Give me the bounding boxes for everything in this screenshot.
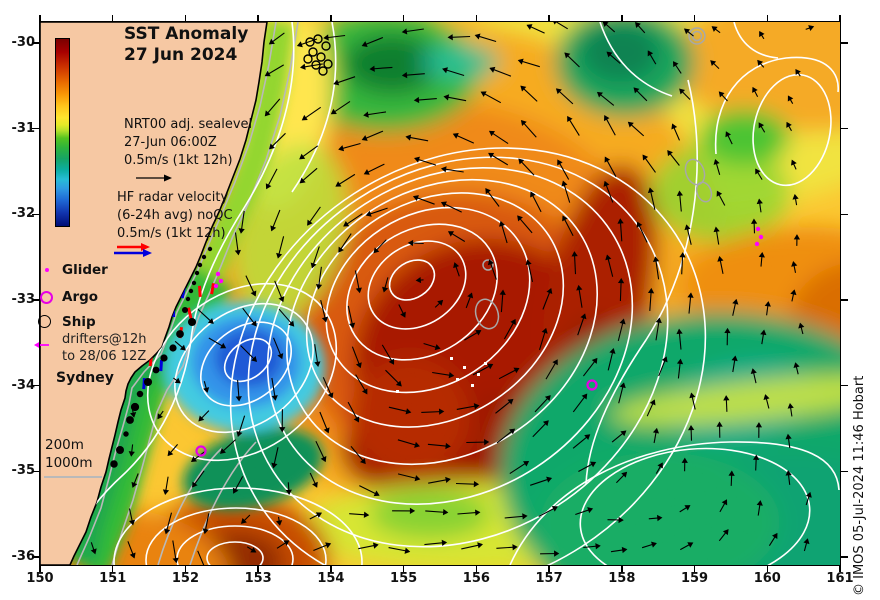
sealevel-legend-line1: NRT00 adj. sealevel — [124, 117, 253, 132]
title-line1: SST Anomaly — [124, 24, 249, 44]
x-tick-label: 156 — [462, 571, 490, 586]
ship-ring-icon — [38, 315, 51, 328]
x-tick-mark — [693, 565, 696, 572]
argo-ring-icon — [40, 291, 53, 304]
x-tick-mark — [39, 15, 41, 22]
x-tick-mark — [621, 565, 623, 572]
x-tick-mark — [402, 565, 405, 572]
map-canvas — [40, 22, 840, 565]
depth-200m-label: 200m — [45, 437, 84, 453]
y-tick-mark — [841, 470, 848, 473]
island-outlines — [474, 27, 713, 330]
x-tick-mark — [330, 565, 332, 572]
x-tick-mark — [257, 565, 259, 572]
x-tick-mark — [548, 565, 550, 572]
depth-1000m-label: 1000m — [45, 455, 93, 471]
y-tick-label: -35 — [11, 463, 36, 479]
bathymetry-contours — [76, 22, 299, 565]
page-title: SST Anomaly 27 Jun 2024 — [124, 24, 248, 66]
sealevel-legend-line2: 27-Jun 06:00Z — [124, 135, 217, 150]
x-tick-label: 154 — [317, 571, 345, 586]
y-tick-mark — [32, 384, 39, 387]
y-tick-mark — [841, 299, 848, 301]
sealevel-legend-line3: 0.5m/s (1kt 12h) — [124, 153, 233, 168]
y-tick-label: -32 — [11, 206, 36, 222]
x-tick-mark — [111, 565, 114, 572]
y-tick-mark — [841, 127, 848, 130]
x-tick-mark — [839, 15, 841, 22]
glider-label: Glider — [62, 262, 108, 278]
sydney-label: Sydney — [56, 370, 114, 386]
hfradar-legend-line1: HF radar velocity — [117, 190, 229, 205]
glider-dot-icon — [45, 268, 49, 272]
x-tick-mark — [766, 565, 769, 572]
x-tick-label: 152 — [171, 571, 200, 586]
x-tick-mark — [39, 565, 41, 572]
y-tick-mark — [841, 384, 848, 387]
x-tick-label: 155 — [390, 571, 418, 586]
colorbar — [55, 38, 70, 227]
x-tick-mark — [184, 565, 187, 572]
x-tick-label: 157 — [535, 571, 563, 586]
hfradar-legend-line3: 0.5m/s (1kt 12h) — [117, 226, 226, 241]
velocity-arrow-field — [90, 22, 815, 565]
x-tick-mark — [330, 15, 332, 22]
sealevel-contours — [79, 22, 840, 565]
hfradar-legend: HF radar velocity (6-24h avg) noQC 0.5m/… — [117, 189, 233, 243]
ship-label: Ship — [62, 314, 96, 330]
x-tick-mark — [475, 15, 478, 22]
credit-text: © IMOS 05-Jul-2024 11:46 Hobart — [852, 375, 867, 596]
y-tick-label: -36 — [11, 549, 36, 565]
y-tick-mark — [841, 556, 848, 558]
x-tick-mark — [402, 15, 405, 22]
y-tick-mark — [841, 213, 848, 216]
sealevel-legend: NRT00 adj. sealevel 27-Jun 06:00Z 0.5m/s… — [124, 116, 252, 170]
y-tick-mark — [32, 556, 39, 558]
x-tick-label: 150 — [26, 571, 54, 586]
argo-markers — [195, 379, 598, 457]
ship-markers — [303, 34, 333, 76]
x-tick-mark — [621, 15, 623, 22]
hfradar-legend-line2: (6-24h avg) noQC — [117, 208, 233, 223]
argo-label: Argo — [62, 289, 99, 305]
y-tick-mark — [32, 470, 39, 473]
x-tick-label: 161 — [826, 571, 854, 586]
x-tick-label: 158 — [608, 571, 636, 586]
drifter-arrow-icon — [34, 341, 49, 349]
x-tick-mark — [839, 565, 841, 572]
hfradar-scale-arrows-icon — [114, 243, 152, 257]
y-tick-mark — [32, 213, 39, 216]
y-tick-label: -30 — [11, 35, 36, 50]
x-tick-mark — [257, 15, 259, 22]
y-tick-mark — [841, 42, 848, 44]
y-tick-mark — [32, 299, 39, 301]
x-tick-label: 153 — [244, 571, 272, 586]
x-tick-label: 151 — [99, 571, 127, 586]
y-tick-label: -31 — [11, 120, 36, 136]
sealevel-scale-arrow-icon — [136, 174, 172, 182]
drifters-label-line1: drifters@12h — [62, 332, 147, 347]
cloud-gap-specks — [396, 357, 487, 393]
drifters-label-line2: to 28/06 12Z — [62, 349, 147, 364]
x-tick-label: 159 — [680, 571, 709, 586]
x-tick-mark — [184, 15, 187, 22]
y-tick-label: -33 — [11, 292, 36, 307]
x-tick-mark — [548, 15, 550, 22]
depth-contour-sample-line — [44, 476, 102, 478]
x-tick-mark — [475, 565, 478, 572]
y-tick-mark — [32, 127, 39, 130]
y-tick-mark — [32, 42, 39, 44]
x-tick-mark — [766, 15, 769, 22]
x-tick-label: 160 — [753, 571, 781, 586]
x-tick-mark — [693, 15, 696, 22]
glider-markers — [213, 226, 764, 289]
title-date: 27 Jun 2024 — [124, 45, 238, 65]
x-tick-mark — [111, 15, 114, 22]
y-tick-label: -34 — [11, 377, 36, 393]
